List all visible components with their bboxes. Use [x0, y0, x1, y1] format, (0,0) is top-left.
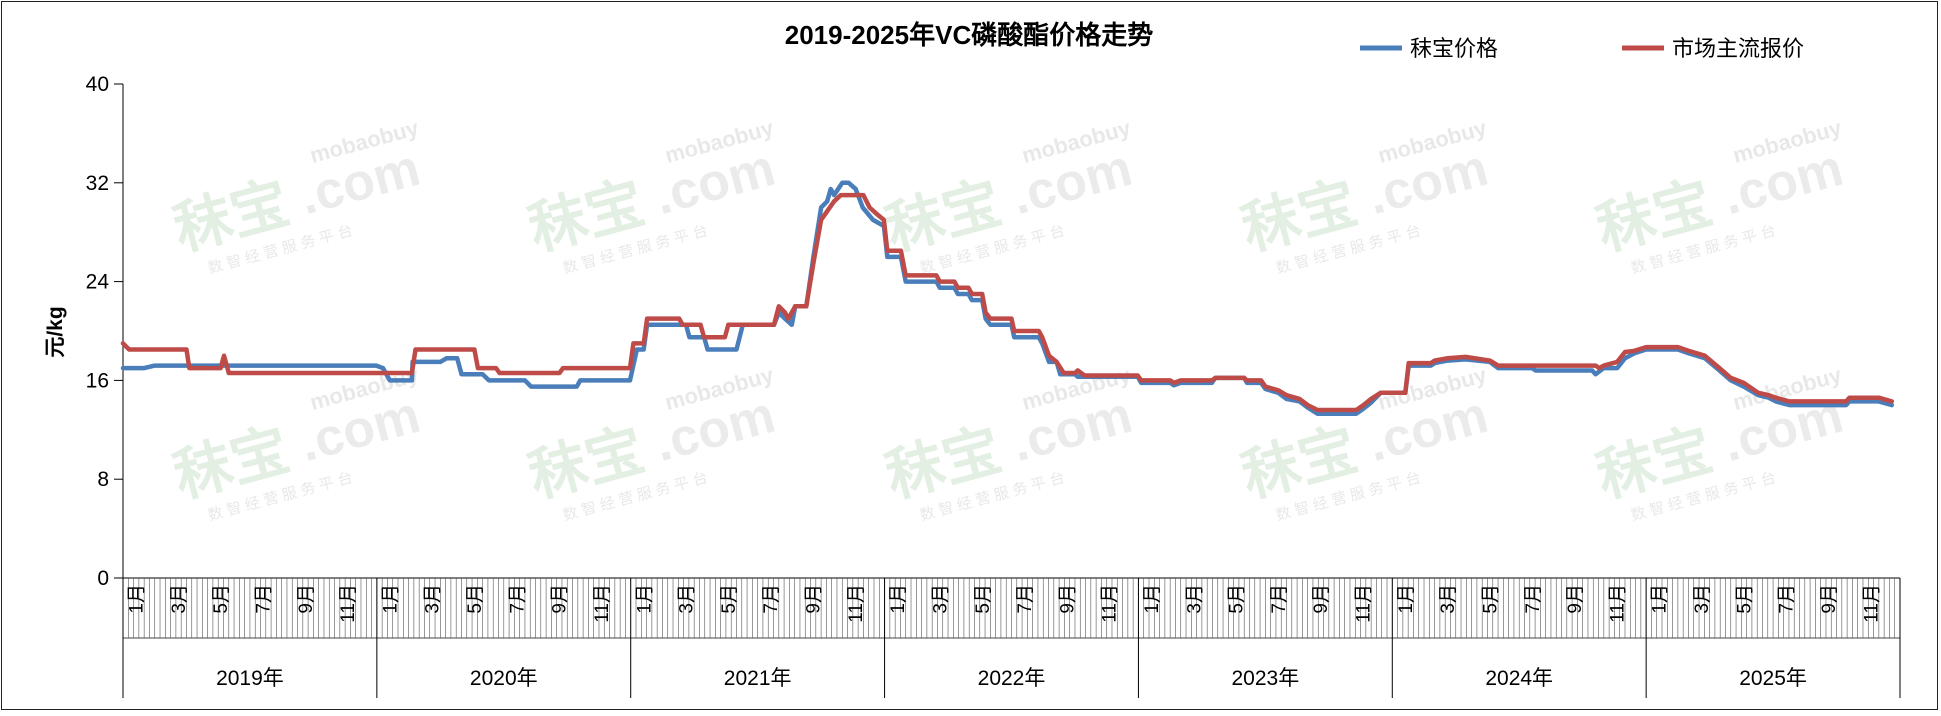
x-year-label: 2020年	[470, 667, 538, 690]
y-tick-label: 32	[86, 172, 109, 195]
x-month-label: 1月	[380, 584, 401, 614]
y-tick-label: 40	[86, 73, 109, 96]
x-month-label: 1月	[1142, 584, 1163, 614]
x-month-label: 11月	[1100, 584, 1121, 623]
y-axis-label: 元/kg	[44, 306, 67, 357]
y-tick-label: 8	[97, 468, 109, 491]
x-month-label: 1月	[888, 584, 909, 614]
legend-label-market: 市场主流报价	[1672, 36, 1804, 61]
x-month-label: 5月	[1480, 584, 1501, 614]
x-month-label: 5月	[1227, 584, 1248, 614]
x-month-label: 7月	[254, 584, 275, 614]
x-month-label: 7月	[1015, 584, 1036, 614]
x-month-label: 3月	[1692, 584, 1713, 614]
x-month-label: 7月	[1777, 584, 1798, 614]
x-month-label: 9月	[1057, 584, 1078, 614]
x-month-label: 7月	[761, 584, 782, 614]
x-year-label: 2022年	[978, 667, 1046, 690]
x-month-label: 5月	[973, 584, 994, 614]
x-month-label: 1月	[127, 584, 148, 614]
x-month-label: 5月	[211, 584, 232, 614]
x-month-label: 3月	[677, 584, 698, 614]
legend: 秣宝价格 市场主流报价	[1360, 36, 1804, 61]
x-month-label: 3月	[169, 584, 190, 614]
y-axis: 0 8 16 24 32 40	[86, 73, 124, 590]
x-month-label: 5月	[465, 584, 486, 614]
x-month-label: 1月	[634, 584, 655, 614]
x-month-label: 9月	[550, 584, 571, 614]
x-year-label: 2019年	[216, 667, 284, 690]
x-month-label: 1月	[1650, 584, 1671, 614]
x-month-label: 7月	[1523, 584, 1544, 614]
y-tick-label: 24	[86, 271, 110, 294]
x-month-label: 11月	[1861, 584, 1882, 623]
x-month-label: 7月	[507, 584, 528, 614]
x-year-label: 2021年	[724, 667, 792, 690]
legend-label-mobao: 秣宝价格	[1410, 36, 1498, 61]
chart-title: 2019-2025年VC磷酸酯价格走势	[785, 20, 1153, 50]
x-month-label: 1月	[1396, 584, 1417, 614]
x-month-label: 5月	[1734, 584, 1755, 614]
x-year-label: 2024年	[1485, 667, 1553, 690]
x-month-label: 5月	[719, 584, 740, 614]
x-year-label: 2025年	[1739, 667, 1807, 690]
x-month-label: 7月	[1269, 584, 1290, 614]
x-month-label: 11月	[592, 584, 613, 623]
x-month-label: 9月	[296, 584, 317, 614]
y-tick-label: 0	[97, 567, 109, 590]
x-month-label: 11月	[1354, 584, 1375, 623]
x-month-label: 9月	[1311, 584, 1332, 614]
x-axis: 1月 3月 5月 7月 9月 11月 1月 3月 5月 7月 9月 11月 1月 3月 5月 7月 9月 11月 1…	[122, 577, 1901, 698]
x-month-label: 11月	[1607, 584, 1628, 623]
x-month-label: 9月	[804, 584, 825, 614]
x-year-label: 2023年	[1231, 667, 1299, 690]
x-month-label: 11月	[338, 584, 359, 623]
x-month-label: 9月	[1565, 584, 1586, 614]
series-line-market-price	[120, 192, 1895, 413]
x-month-label: 3月	[1184, 584, 1205, 614]
series-layer	[120, 180, 1895, 416]
x-month-label: 3月	[930, 584, 951, 614]
x-month-label: 3月	[1438, 584, 1459, 614]
x-month-label: 11月	[846, 584, 867, 623]
y-tick-label: 16	[86, 369, 109, 392]
x-month-label: 9月	[1819, 584, 1840, 614]
x-month-label: 3月	[423, 584, 444, 614]
